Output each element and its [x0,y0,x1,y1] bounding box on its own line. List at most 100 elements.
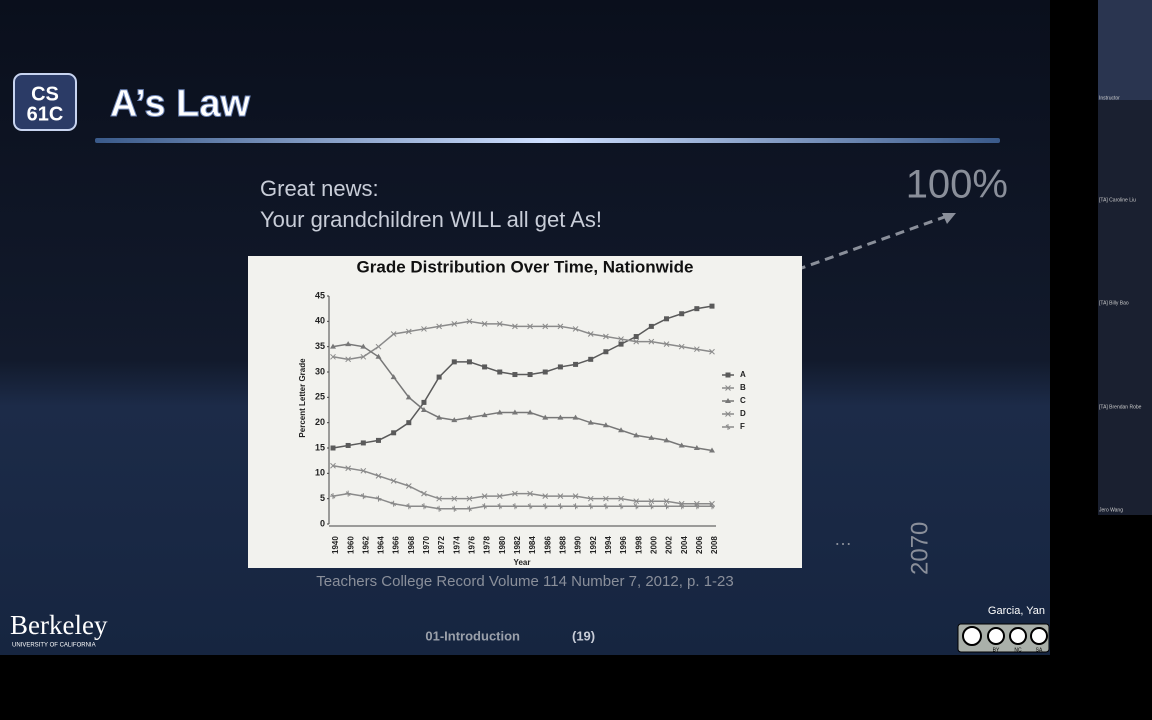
marker [572,414,579,420]
marker [542,493,549,499]
marker [466,495,473,502]
marker [572,326,579,332]
x-tick-label: 1994 [604,536,613,554]
marker [618,336,624,342]
x-tick-label: 1962 [361,536,370,554]
marker [330,462,336,469]
marker [603,495,609,502]
x-tick-label: 2000 [649,536,658,554]
marker [375,343,382,350]
marker [633,338,640,345]
marker [527,490,533,497]
legend-marker [725,398,731,403]
marker [664,316,670,322]
marker [679,311,685,317]
legend-marker [725,411,731,417]
marker [345,341,352,347]
marker [633,503,640,510]
x-axis-label: Year [514,558,531,567]
marker [542,414,549,420]
marker [436,495,442,502]
x-tick-label: 1982 [513,536,522,554]
marker [603,349,609,355]
marker [527,409,534,415]
marker [405,394,412,400]
marker [451,495,458,502]
marker [678,343,685,350]
legend-label: D [740,409,746,418]
marker [633,432,640,438]
marker [345,490,352,497]
marker [678,442,685,448]
marker [603,333,609,340]
legend-marker [725,424,731,430]
x-tick-label: 1974 [452,536,461,554]
marker [693,346,700,353]
marker [557,414,564,420]
participant-name: [TA] Billy Bao [1099,300,1129,306]
marker [451,417,458,423]
y-tick-label: 15 [315,442,325,452]
marker [420,503,427,510]
y-axis-label: Percent Letter Grade [298,358,307,438]
marker [573,361,579,367]
marker [360,353,367,360]
x-tick-label: 1998 [634,536,643,554]
legend-label: A [740,370,746,379]
marker [648,503,655,510]
ellipsis: … [834,529,852,549]
marker [648,338,655,345]
series-line [332,343,713,452]
marker [557,503,564,510]
marker [542,503,549,510]
y-tick-label: 0 [320,518,325,528]
cc-icon [1030,627,1048,645]
marker [618,495,624,502]
marker [633,498,640,505]
marker [496,493,503,499]
marker [481,493,488,499]
citation: Teachers College Record Volume 114 Numbe… [316,573,733,590]
y-tick-label: 10 [315,468,325,478]
legend-label: B [740,383,746,392]
marker [693,503,700,510]
series-line [332,305,713,449]
x-tick-label: 1970 [422,536,431,554]
marker [587,419,594,425]
marker [390,331,397,337]
marker [693,445,700,450]
y-tick-label: 35 [315,341,325,351]
marker [512,323,518,330]
marker [587,331,594,337]
marker [391,430,397,436]
x-tick-label: 1986 [543,536,552,554]
marker [542,369,548,375]
x-tick-label: 1964 [377,536,386,554]
marker [451,505,458,512]
marker [466,414,473,420]
future-year: 2070 [906,522,933,575]
marker [375,353,382,359]
marker [466,359,472,365]
x-tick-label: 1992 [589,536,598,554]
marker [375,437,381,443]
marker [588,356,594,362]
marker [527,323,533,330]
x-tick-label: 2004 [680,536,689,554]
marker [512,490,518,497]
cc-icon [987,627,1005,645]
marker [360,493,367,500]
slide-title: A’s Law [110,83,251,125]
title-rule [95,138,1000,143]
marker [587,495,594,502]
marker [709,303,715,309]
x-tick-label: 1996 [619,536,628,554]
chart-title: Grade Distribution Over Time, Nationwide [357,257,694,276]
x-tick-label: 1984 [528,536,537,554]
marker [405,503,412,510]
participant-name: [TA] Caroline Liu [1099,197,1136,203]
x-tick-label: 1960 [346,536,355,554]
x-tick-label: 1988 [559,536,568,554]
marker [436,505,443,512]
marker [496,503,503,510]
